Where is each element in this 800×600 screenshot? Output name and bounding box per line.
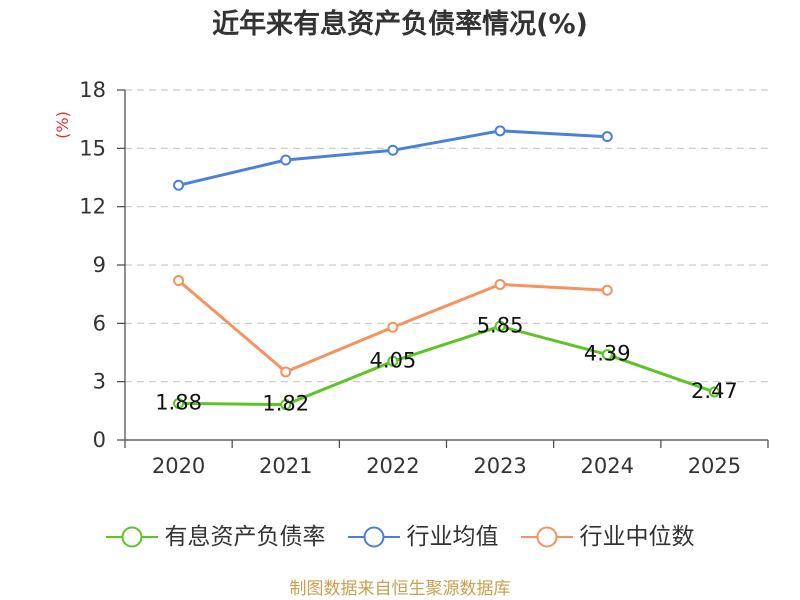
x-tick-label: 2020	[152, 454, 205, 478]
series-industry-mean-point	[280, 154, 292, 166]
legend-label: 有息资产负债率	[164, 524, 326, 550]
x-tick-label: 2021	[259, 454, 312, 478]
legend-line-circle-icon	[105, 526, 158, 548]
series-debt-ratio-point	[494, 320, 506, 332]
series-industry-mean-point	[387, 144, 399, 156]
series-debt-ratio-point	[280, 399, 292, 411]
series-debt-ratio-data-label: 1.82	[262, 392, 309, 416]
series-debt-ratio-data-label: 1.88	[155, 390, 202, 414]
legend-circle	[121, 526, 142, 548]
legend-item-industry-mean: 行业均值	[347, 522, 499, 552]
source-note: 制图数据来自恒生聚源数据库	[289, 579, 511, 599]
series-debt-ratio-point	[708, 386, 720, 398]
series-industry-median-point	[601, 284, 613, 296]
legend-line-circle-icon	[347, 526, 400, 548]
series-debt-ratio-data-label: 4.05	[370, 348, 417, 372]
series-industry-median-point	[387, 321, 399, 333]
y-tick-label: 15	[79, 136, 106, 160]
series-debt-ratio-data-label: 2.47	[691, 379, 738, 403]
series-industry-median-point	[173, 275, 185, 287]
y-tick-label: 3	[93, 370, 106, 394]
x-tick-label: 2022	[366, 454, 419, 478]
legend-label: 行业均值	[406, 524, 499, 550]
series-industry-mean-point	[601, 131, 613, 143]
series-debt-ratio-point	[173, 397, 185, 409]
y-tick-label: 9	[93, 253, 106, 277]
series-debt-ratio-line	[177, 324, 716, 407]
series-debt-ratio-data-label: 4.39	[584, 342, 631, 366]
series-debt-ratio-point	[387, 355, 399, 367]
legend-item-debt-ratio: 有息资产负债率	[105, 522, 326, 552]
series-industry-median-point	[494, 278, 506, 290]
legend-line-circle-icon	[520, 526, 573, 548]
series-industry-mean-point	[494, 125, 506, 137]
y-tick-label: 18	[79, 78, 106, 102]
legend-item-industry-median: 行业中位数	[520, 522, 695, 552]
y-tick-label: 6	[93, 311, 106, 335]
legend-circle	[363, 526, 384, 548]
chart-title: 近年来有息资产负债率情况(%)	[212, 9, 588, 40]
series-industry-mean-line	[177, 129, 609, 187]
series-industry-median-point	[280, 366, 292, 378]
series-debt-ratio-point	[601, 349, 613, 361]
y-tick-label: 0	[93, 428, 106, 452]
x-tick-label: 2025	[688, 454, 741, 478]
legend-label: 行业中位数	[579, 524, 695, 550]
x-tick-label: 2024	[581, 454, 634, 478]
x-tick-label: 2023	[473, 454, 526, 478]
series-debt-ratio-data-label: 5.85	[477, 313, 524, 337]
series-industry-mean-point	[173, 179, 185, 191]
y-tick-label: 12	[79, 195, 106, 219]
legend: 有息资产负债率 行业均值 行业中位数	[0, 519, 800, 555]
legend-circle	[536, 526, 557, 548]
